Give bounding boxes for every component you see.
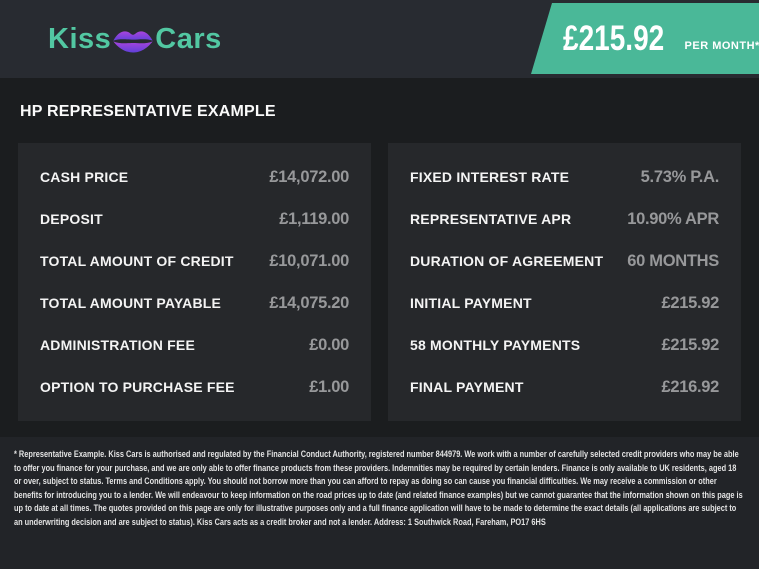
row-label: OPTION TO PURCHASE FEE (40, 379, 235, 395)
logo-word-kiss: Kiss (48, 22, 112, 55)
row-label: TOTAL AMOUNT OF CREDIT (40, 253, 234, 269)
row-label: 58 MONTHLY PAYMENTS (410, 337, 581, 353)
row-value: £14,072.00 (269, 167, 349, 186)
table-row: CASH PRICE £14,072.00 (40, 156, 349, 198)
table-row: TOTAL AMOUNT OF CREDIT £10,071.00 (40, 240, 349, 282)
row-value: £0.00 (309, 335, 349, 354)
finance-panel-left: CASH PRICE £14,072.00 DEPOSIT £1,119.00 … (18, 143, 371, 421)
row-value: £14,075.20 (269, 293, 349, 312)
section-title: HP REPRESENTATIVE EXAMPLE (20, 103, 276, 120)
row-value: £1.00 (309, 377, 349, 396)
row-value: £10,071.00 (269, 251, 349, 270)
row-value: £216.92 (661, 377, 719, 396)
table-row: FINAL PAYMENT £216.92 (410, 366, 719, 408)
row-label: TOTAL AMOUNT PAYABLE (40, 295, 222, 311)
row-label: CASH PRICE (40, 169, 129, 185)
price-period-label: PER MONTH* (684, 39, 759, 52)
price-banner: £215.92 PER MONTH* (531, 3, 759, 74)
logo[interactable]: Kiss Cars (48, 23, 222, 56)
table-row: ADMINISTRATION FEE £0.00 (40, 324, 349, 366)
table-row: OPTION TO PURCHASE FEE £1.00 (40, 366, 349, 408)
row-label: REPRESENTATIVE APR (410, 211, 572, 227)
row-value: 5.73% P.A. (640, 167, 720, 186)
row-value: £215.92 (661, 335, 719, 354)
logo-word-cars: Cars (155, 22, 222, 55)
table-row: INITIAL PAYMENT £215.92 (410, 282, 719, 324)
table-row: DEPOSIT £1,119.00 (40, 198, 349, 240)
row-label: INITIAL PAYMENT (410, 295, 532, 311)
table-row: DURATION OF AGREEMENT 60 MONTHS (410, 240, 719, 282)
finance-example-section: HP REPRESENTATIVE EXAMPLE CASH PRICE £14… (0, 78, 759, 437)
row-label: FIXED INTEREST RATE (410, 169, 570, 185)
kiss-lips-icon (112, 24, 154, 56)
table-row: 58 MONTHLY PAYMENTS £215.92 (410, 324, 719, 366)
finance-panels: CASH PRICE £14,072.00 DEPOSIT £1,119.00 … (18, 143, 741, 421)
row-value: £1,119.00 (279, 209, 349, 228)
row-value: 10.90% APR (627, 209, 719, 228)
row-label: ADMINISTRATION FEE (40, 337, 196, 353)
finance-panel-right: FIXED INTEREST RATE 5.73% P.A. REPRESENT… (388, 143, 741, 421)
row-value: £215.92 (661, 293, 719, 312)
monthly-price: £215.92 (563, 19, 665, 58)
header: Kiss Cars £215.92 PER MONTH* (0, 0, 759, 78)
disclaimer-text: * Representative Example. Kiss Cars is a… (14, 449, 743, 528)
footer: * Representative Example. Kiss Cars is a… (0, 437, 759, 569)
table-row: TOTAL AMOUNT PAYABLE £14,075.20 (40, 282, 349, 324)
table-row: REPRESENTATIVE APR 10.90% APR (410, 198, 719, 240)
row-label: DEPOSIT (40, 211, 103, 227)
row-value: 60 MONTHS (627, 251, 719, 270)
table-row: FIXED INTEREST RATE 5.73% P.A. (410, 156, 719, 198)
row-label: DURATION OF AGREEMENT (410, 253, 604, 269)
row-label: FINAL PAYMENT (410, 379, 524, 395)
